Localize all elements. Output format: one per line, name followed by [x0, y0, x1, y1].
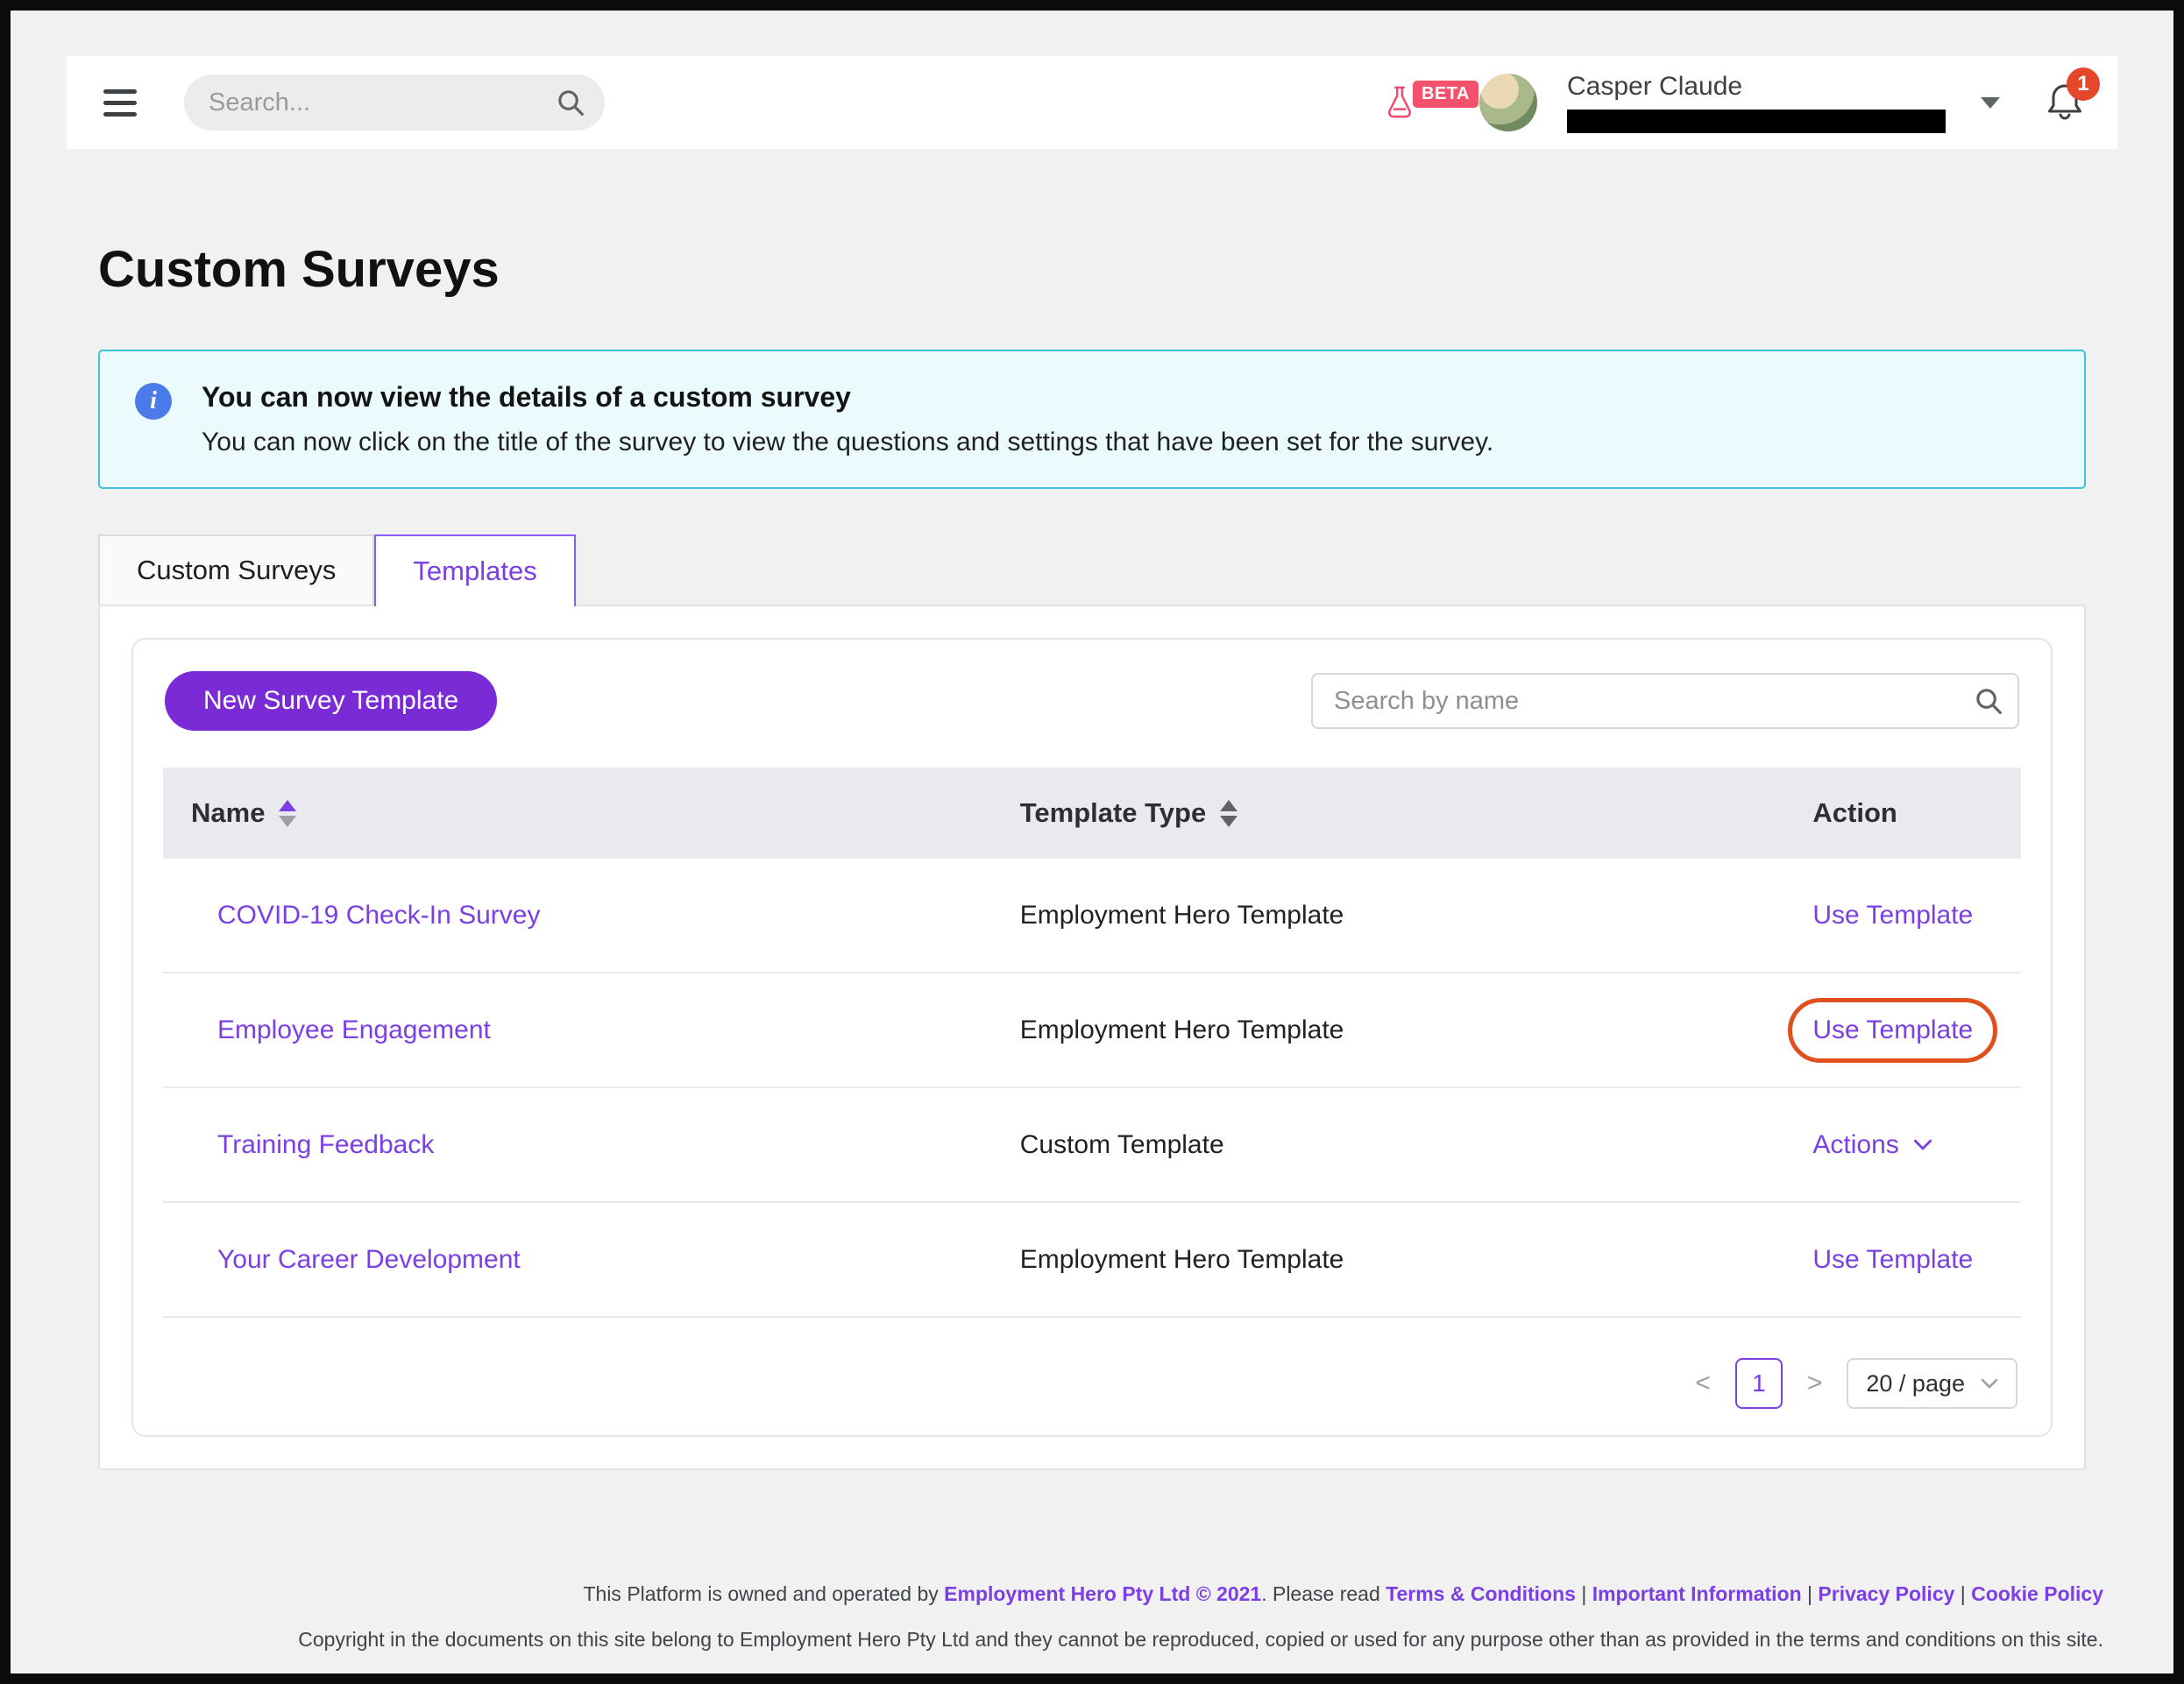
template-type: Employment Hero Template [1019, 1244, 1344, 1274]
table-row: Training Feedback Custom Template Actions [163, 1088, 2021, 1203]
column-header-action: Action [1812, 797, 1993, 829]
page-size-value: 20 / page [1866, 1369, 1965, 1397]
annotation-highlight: Use Template [1788, 997, 1998, 1063]
footer-text: | [1801, 1582, 1819, 1605]
action-cell: Use Template [1812, 901, 1973, 930]
actions-menu-button[interactable]: Actions [1812, 1130, 1932, 1160]
template-type: Employment Hero Template [1019, 1015, 1344, 1044]
use-template-link[interactable]: Use Template [1812, 1015, 1974, 1044]
footer-link[interactable]: Employment Hero Pty Ltd © 2021 [944, 1582, 1262, 1605]
footer-text: | [1575, 1582, 1592, 1605]
new-survey-template-button[interactable]: New Survey Template [165, 671, 498, 731]
chevron-down-icon [1981, 1378, 1998, 1389]
current-page-button[interactable]: 1 [1734, 1358, 1783, 1409]
templates-card: New Survey Template Name [131, 638, 2053, 1437]
page-title: Custom Surveys [98, 241, 500, 298]
table-body: COVID-19 Check-In Survey Employment Hero … [163, 859, 2021, 1318]
tab-templates[interactable]: Templates [374, 534, 576, 606]
next-page-button[interactable]: > [1806, 1369, 1823, 1397]
notification-badge: 1 [2067, 67, 2100, 101]
info-banner: i You can now view the details of a cust… [98, 350, 2086, 489]
table-row: Your Career Development Employment Hero T… [163, 1203, 2021, 1318]
column-header-template-type: Template Type [1020, 797, 1813, 829]
footer-link[interactable]: Cookie Policy [1971, 1582, 2103, 1605]
footer-link[interactable]: Important Information [1592, 1582, 1802, 1605]
column-label: Action [1812, 797, 1897, 828]
user-block: Casper Claude [1567, 72, 1946, 133]
banner-text: You can now view the details of a custom… [202, 381, 1493, 457]
table-header: Name Template Type Action [163, 768, 2021, 859]
prev-page-button[interactable]: < [1695, 1369, 1711, 1397]
template-name-link[interactable]: Your Career Development [217, 1244, 521, 1274]
table-row: Employee Engagement Employment Hero Templ… [163, 973, 2021, 1088]
template-type: Custom Template [1019, 1129, 1224, 1159]
template-name-link[interactable]: Training Feedback [217, 1129, 435, 1159]
footer-text: This Platform is owned and operated by [583, 1582, 945, 1605]
use-template-link[interactable]: Use Template [1812, 900, 1974, 930]
hamburger-menu-icon[interactable] [98, 84, 142, 122]
global-search[interactable] [184, 74, 605, 131]
sort-icons-name[interactable] [279, 799, 297, 827]
footer-link[interactable]: Privacy Policy [1818, 1582, 1955, 1605]
tabs: Custom Surveys Templates [98, 534, 2086, 606]
topbar-right: BETA Casper Claude 1 [1383, 67, 2100, 133]
topbar-left [98, 74, 605, 131]
chevron-down-icon [1913, 1139, 1932, 1150]
beta-badge: BETA [1413, 81, 1478, 108]
footer-line1: This Platform is owned and operated by E… [81, 1579, 2103, 1610]
search-icon [558, 90, 584, 116]
footer-text: | [1954, 1582, 1972, 1605]
footer: This Platform is owned and operated by E… [81, 1579, 2103, 1655]
column-label: Name [191, 797, 266, 828]
templates-panel: New Survey Template Name [98, 605, 2086, 1470]
use-template-link[interactable]: Use Template [1812, 1244, 1974, 1274]
user-name: Casper Claude [1567, 72, 1743, 101]
pagination: < 1 > 20 / page [163, 1358, 2021, 1409]
user-menu-caret-icon[interactable] [1981, 96, 2000, 109]
card-toolbar: New Survey Template [163, 671, 2021, 731]
tab-custom-surveys[interactable]: Custom Surveys [98, 534, 375, 605]
banner-body: You can now click on the title of the su… [202, 428, 1494, 456]
template-name-link[interactable]: COVID-19 Check-In Survey [217, 900, 541, 930]
search-icon [1976, 689, 2002, 714]
redacted-user-info [1567, 110, 1946, 133]
info-icon: i [135, 383, 172, 420]
page-size-select[interactable]: 20 / page [1847, 1358, 2017, 1409]
template-search [1311, 673, 2019, 729]
notifications-button[interactable]: 1 [2044, 67, 2100, 126]
template-search-input[interactable] [1311, 673, 2019, 729]
sort-icons-template-type[interactable] [1220, 799, 1238, 827]
flask-icon [1387, 86, 1412, 118]
avatar[interactable] [1479, 74, 1537, 131]
global-search-input[interactable] [209, 88, 556, 117]
footer-text: . Please read [1261, 1582, 1386, 1605]
top-bar: BETA Casper Claude 1 [67, 56, 2117, 149]
template-name-link[interactable]: Employee Engagement [217, 1015, 491, 1044]
banner-title: You can now view the details of a custom… [202, 381, 851, 413]
template-type: Employment Hero Template [1019, 900, 1344, 930]
action-cell: Use Template [1812, 1245, 1973, 1275]
beta-feature-button[interactable]: BETA [1383, 81, 1478, 121]
table-row: COVID-19 Check-In Survey Employment Hero … [163, 859, 2021, 973]
footer-line2: Copyright in the documents on this site … [298, 1627, 2103, 1651]
column-header-name: Name [191, 797, 1020, 829]
templates-table: Name Template Type Action [163, 768, 2021, 1318]
footer-link[interactable]: Terms & Conditions [1386, 1582, 1576, 1605]
column-label: Template Type [1019, 797, 1207, 828]
